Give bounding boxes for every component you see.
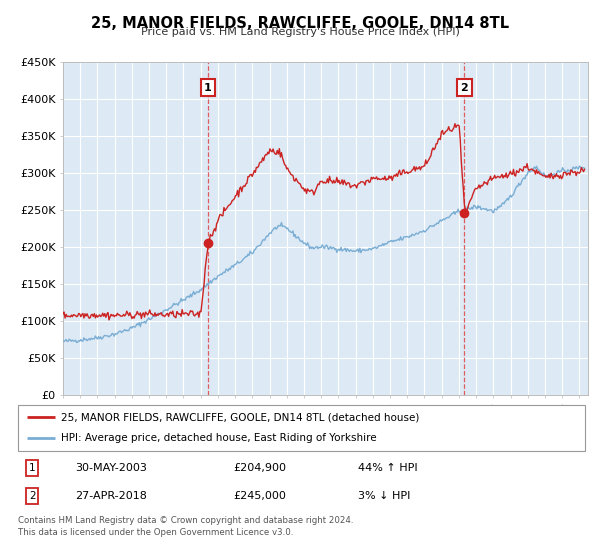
Text: 1: 1 (204, 82, 212, 92)
Text: Contains HM Land Registry data © Crown copyright and database right 2024.
This d: Contains HM Land Registry data © Crown c… (18, 516, 353, 537)
Text: 3% ↓ HPI: 3% ↓ HPI (358, 491, 410, 501)
Text: Price paid vs. HM Land Registry's House Price Index (HPI): Price paid vs. HM Land Registry's House … (140, 27, 460, 37)
Text: £204,900: £204,900 (233, 463, 286, 473)
Text: 2: 2 (29, 491, 35, 501)
Text: 25, MANOR FIELDS, RAWCLIFFE, GOOLE, DN14 8TL: 25, MANOR FIELDS, RAWCLIFFE, GOOLE, DN14… (91, 16, 509, 31)
Text: 1: 1 (29, 463, 35, 473)
Text: HPI: Average price, detached house, East Riding of Yorkshire: HPI: Average price, detached house, East… (61, 433, 376, 444)
Text: 25, MANOR FIELDS, RAWCLIFFE, GOOLE, DN14 8TL (detached house): 25, MANOR FIELDS, RAWCLIFFE, GOOLE, DN14… (61, 412, 419, 422)
Text: 27-APR-2018: 27-APR-2018 (75, 491, 146, 501)
Text: £245,000: £245,000 (233, 491, 286, 501)
Text: 44% ↑ HPI: 44% ↑ HPI (358, 463, 418, 473)
Text: 30-MAY-2003: 30-MAY-2003 (75, 463, 146, 473)
Text: 2: 2 (461, 82, 468, 92)
